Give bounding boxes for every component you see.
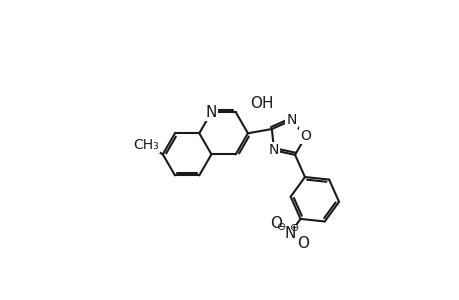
Text: O: O xyxy=(269,216,281,231)
Text: N: N xyxy=(205,105,217,120)
Text: N: N xyxy=(284,226,295,241)
Text: N: N xyxy=(285,113,296,127)
Text: OH: OH xyxy=(250,96,273,111)
Text: N: N xyxy=(269,143,279,158)
Text: CH₃: CH₃ xyxy=(133,138,158,152)
Text: O: O xyxy=(300,129,311,143)
Text: ⊖: ⊖ xyxy=(276,222,285,232)
Text: ⊕: ⊕ xyxy=(289,223,298,233)
Text: O: O xyxy=(297,236,309,251)
